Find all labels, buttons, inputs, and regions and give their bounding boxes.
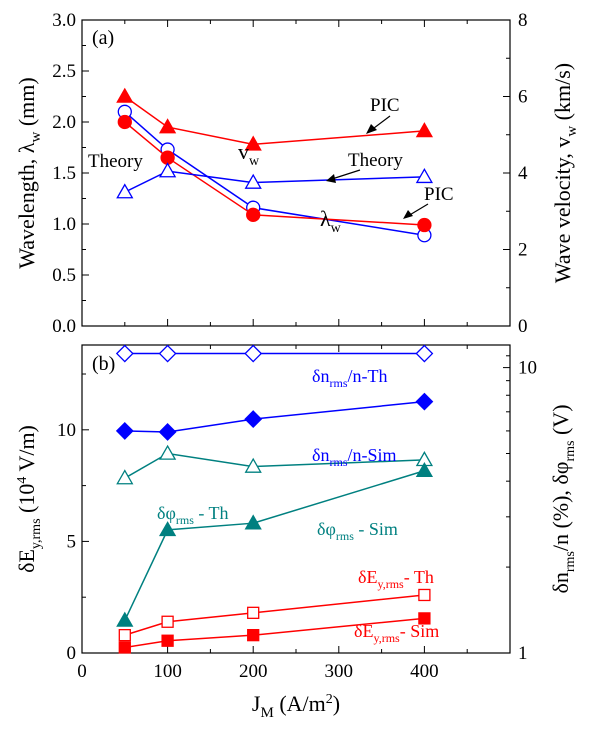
series-line — [124, 617, 425, 649]
diamond-open-marker — [244, 344, 263, 363]
annot-pic-bottom-arrow — [407, 203, 429, 217]
annot-pic-top-arrowhead — [366, 124, 377, 134]
series-line — [124, 594, 425, 636]
a-right-tick-label: 4 — [518, 163, 528, 184]
series-line — [124, 121, 425, 226]
panel-a-series — [116, 87, 434, 243]
series-line — [124, 170, 425, 193]
series-line — [124, 470, 425, 621]
annot-de-th: δEy,rms- Th — [358, 567, 434, 591]
a-right-tick-label: 0 — [518, 316, 528, 337]
annot-dn-sim: δnrms/n-Sim — [312, 445, 397, 469]
series-line — [124, 95, 425, 146]
diamond-open-marker — [415, 344, 434, 363]
triangle-filled-marker — [415, 461, 434, 478]
annot-theory-arrow — [331, 169, 361, 180]
b-right-tick-label: 10 — [518, 358, 537, 379]
diamond-open-marker — [158, 344, 177, 363]
triangle-open-marker — [116, 183, 134, 199]
triangle-filled-marker — [415, 122, 434, 138]
annot-dphi-sim: δφrms - Sim — [317, 519, 398, 543]
square-open-marker — [161, 615, 174, 628]
a-right-tick-label: 2 — [518, 240, 528, 261]
annot-theory-right: Theory — [348, 150, 403, 171]
b-x-tick-label: 200 — [239, 661, 268, 682]
series-line — [124, 400, 425, 433]
triangle-filled-marker — [244, 514, 262, 530]
diamond-filled-marker — [415, 392, 434, 411]
annot-pic-bottom: PIC — [424, 184, 454, 205]
panel-a-left-axis-title: Wavelength, λw (mm) — [14, 77, 44, 268]
a-right-tick-label: 6 — [518, 87, 528, 108]
b-left-tick-label: 5 — [67, 531, 77, 552]
a-left-tick-label: 2.0 — [52, 112, 76, 133]
annot-de-sim: δEy,rms- Sim — [354, 621, 439, 645]
diamond-filled-marker — [115, 421, 134, 440]
triangle-filled-marker — [116, 611, 134, 627]
panel-a-ticks: 0.0 0.5 1.0 1.5 2.0 2.5 3.0 0 2 4 6 8 — [52, 10, 528, 337]
annot-theory-left: Theory — [88, 151, 143, 172]
square-filled-marker — [161, 634, 174, 647]
annot-vw: vw — [238, 139, 260, 169]
series-line — [124, 111, 425, 236]
square-open-marker — [118, 628, 131, 642]
circle-filled-marker — [246, 207, 261, 222]
panel-a-annotations: PIC vw Theory Theory λw PIC — [88, 95, 454, 236]
a-left-tick-label: 0.5 — [52, 265, 76, 286]
panel-a-right-axis-title: Wave velocity, vw (km/s) — [550, 63, 580, 283]
triangle-filled-marker — [244, 135, 262, 151]
a-left-tick-label: 2.5 — [52, 61, 76, 82]
b-left-tick-label: 0 — [67, 643, 77, 664]
circle-filled-marker — [417, 217, 432, 233]
triangle-filled-marker — [158, 521, 177, 537]
b-x-tick-label: 0 — [77, 661, 87, 682]
annot-theory-arrowhead — [326, 174, 336, 183]
triangle-open-marker — [116, 469, 134, 485]
panel-b-left-axis-title: δEy,rms (104 V/m) — [14, 425, 44, 573]
panel-b-right-axis-title: δnrms/n (%), δφrms (V) — [548, 404, 578, 593]
triangle-open-marker — [158, 444, 177, 460]
b-x-tick-label: 300 — [325, 661, 354, 682]
triangle-filled-marker — [116, 87, 134, 103]
square-filled-marker — [247, 628, 260, 642]
b-left-tick-label: 10 — [57, 420, 76, 441]
triangle-filled-marker — [158, 118, 177, 134]
triangle-open-marker — [244, 173, 262, 189]
panel-a-frame — [81, 19, 511, 327]
panel-b-annotations: δnrms/n-Th δnrms/n-Sim δφrms - Th δφrms … — [157, 366, 439, 645]
annot-dn-th: δnrms/n-Th — [312, 366, 387, 390]
series-line — [124, 452, 425, 479]
square-open-marker — [418, 588, 431, 602]
panel-b-frame — [81, 344, 511, 654]
triangle-open-marker — [244, 457, 262, 473]
circle-filled-marker — [160, 150, 175, 165]
panel-a-label: (a) — [92, 27, 114, 49]
a-left-tick-label: 0.0 — [52, 316, 76, 337]
square-filled-marker — [118, 641, 131, 654]
x-axis-title: JM (A/m2) — [252, 691, 340, 721]
panel-b-label: (b) — [92, 353, 115, 375]
diamond-open-marker — [115, 344, 134, 363]
diamond-filled-marker — [244, 410, 263, 429]
annot-pic-top: PIC — [370, 95, 400, 116]
a-left-tick-label: 1.5 — [52, 163, 76, 184]
triangle-open-marker — [415, 168, 434, 184]
b-right-tick-label: 1 — [518, 643, 528, 664]
square-filled-marker — [418, 612, 431, 625]
triangle-open-marker — [158, 162, 177, 178]
annot-dphi-th: δφrms - Th — [157, 503, 229, 527]
diamond-filled-marker — [158, 423, 177, 441]
square-open-marker — [247, 606, 260, 619]
a-left-tick-label: 1.0 — [52, 214, 76, 235]
a-left-tick-label: 3.0 — [52, 10, 76, 31]
b-x-tick-label: 100 — [153, 661, 182, 682]
circle-filled-marker — [117, 114, 132, 130]
b-x-tick-label: 400 — [410, 661, 439, 682]
panel-b-series — [115, 344, 434, 654]
annot-pic-bottom-arrowhead — [403, 210, 413, 219]
annot-lambda: λw — [320, 206, 342, 236]
a-right-tick-label: 8 — [518, 10, 528, 31]
